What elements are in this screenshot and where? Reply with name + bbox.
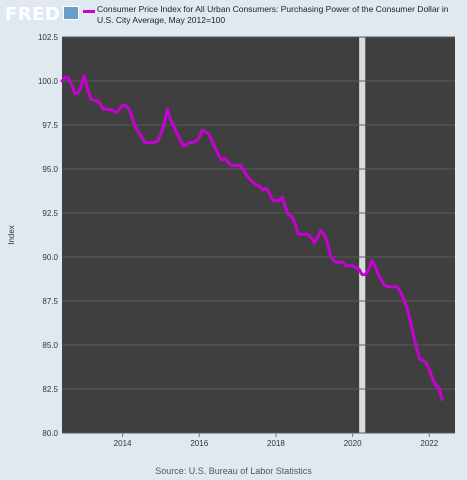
y-tick-label: 82.5 [42,385,58,394]
y-tick-label: 97.5 [42,121,58,130]
x-tick-label: 2022 [420,439,438,448]
chart-header: FRED Consumer Price Index for All Urban … [0,0,467,34]
fred-chart-icon [63,6,79,20]
y-tick-label: 85.0 [42,341,58,350]
y-axis-label: Index [7,225,16,245]
grid-lines [62,36,455,434]
legend-swatch [83,10,95,13]
y-tick-label: 92.5 [42,209,58,218]
plot-area [62,37,455,433]
recession-shading [359,37,366,433]
series-line-purchasing-power[interactable] [60,74,444,402]
y-tick-label: 90.0 [42,253,58,262]
y-axis-ticks: 80.0 82.5 85.0 87.5 90.0 92.5 95.0 97.5 100.0 102… [38,33,59,438]
x-tick-label: 2016 [190,439,208,448]
y-tick-label: 100.0 [38,77,59,86]
x-axis-ticks: 2014 2016 2018 2020 2022 [114,433,439,448]
x-tick-label: 2014 [114,439,132,448]
y-tick-label: 80.0 [42,429,58,438]
fred-logo[interactable]: FRED [5,4,61,25]
y-tick-label: 102.5 [38,33,59,42]
y-tick-label: 87.5 [42,297,58,306]
x-tick-label: 2020 [344,439,362,448]
x-tick-label: 2018 [267,439,285,448]
y-tick-label: 95.0 [42,165,58,174]
recession-band [359,37,366,433]
source-note: Source: U.S. Bureau of Labor Statistics [155,466,312,476]
legend-label[interactable]: Consumer Price Index for All Urban Consu… [97,4,449,25]
